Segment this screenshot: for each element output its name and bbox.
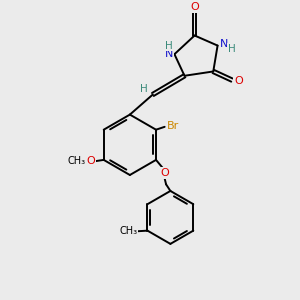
Text: O: O [86, 156, 95, 166]
Text: O: O [191, 2, 200, 12]
Text: N: N [220, 39, 228, 49]
Text: Br: Br [167, 121, 179, 131]
Text: CH₃: CH₃ [119, 226, 138, 236]
Text: H: H [140, 84, 148, 94]
Text: N: N [165, 49, 173, 58]
Text: H: H [227, 44, 235, 54]
Text: O: O [234, 76, 243, 86]
Text: H: H [165, 40, 173, 51]
Text: O: O [160, 168, 169, 178]
Text: CH₃: CH₃ [67, 156, 85, 166]
